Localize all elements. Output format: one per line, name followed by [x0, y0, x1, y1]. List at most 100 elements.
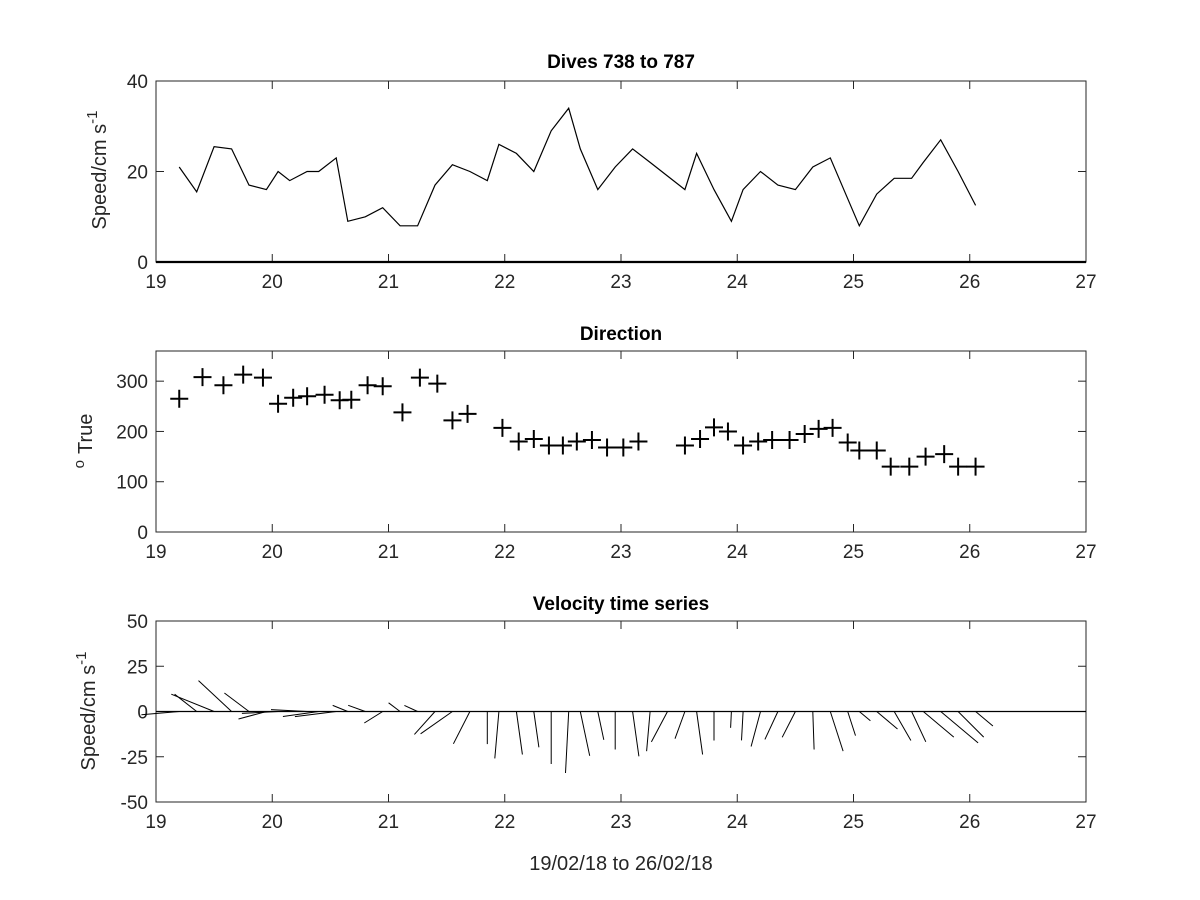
velocity-chart-stick — [141, 711, 180, 716]
velocity-chart-stick — [730, 711, 732, 728]
direction-chart-ylabel-prefix: o — [71, 460, 88, 468]
direction-chart-point — [269, 394, 288, 413]
velocity-chart-stick — [893, 711, 912, 741]
velocity-chart-stick — [829, 711, 844, 752]
speed-chart-ylabel: Speed/cm s-1 — [84, 111, 111, 230]
velocity-chart-xtick-label: 19 — [145, 812, 166, 833]
direction-chart-ylabel-text: True — [75, 414, 97, 454]
speed-chart-ytick-label: 0 — [137, 253, 148, 274]
velocity-chart-ytick-label: 25 — [127, 657, 148, 678]
direction-chart-point — [614, 438, 633, 457]
direction-chart-point — [567, 432, 586, 451]
direction-chart-point — [838, 433, 857, 452]
speed-chart-xtick-label: 24 — [727, 272, 749, 293]
velocity-chart: Velocity time series Speed/cm s-1 19/02/… — [73, 594, 1097, 875]
velocity-chart-xtick-label: 27 — [1075, 812, 1096, 833]
speed-chart-ylabel-superscript: -1 — [84, 111, 101, 124]
velocity-chart-xtick-label: 20 — [262, 812, 283, 833]
velocity-chart-stick — [388, 702, 401, 712]
velocity-chart-stick — [632, 711, 640, 757]
direction-chart-point — [900, 457, 919, 476]
velocity-chart-stick — [847, 711, 856, 736]
velocity-chart-stick — [348, 704, 366, 712]
direction-chart-point — [935, 445, 954, 464]
velocity-chart-stick — [597, 711, 605, 740]
direction-chart-point — [916, 447, 935, 466]
velocity-chart-stick — [332, 704, 348, 712]
velocity-chart-stick — [515, 711, 523, 755]
velocity-chart-stick — [452, 711, 471, 745]
velocity-chart-stick — [975, 711, 994, 727]
direction-chart-point — [342, 390, 361, 409]
speed-chart-xtick-label: 19 — [145, 272, 166, 293]
direction-chart-xtick-label: 23 — [610, 542, 631, 563]
direction-chart: Direction o True 19 20 21 22 23 24 25 26 27 0 100 20… — [71, 324, 1097, 563]
direction-chart-ytick-label: 100 — [116, 473, 148, 494]
velocity-chart-xtick-label: 22 — [494, 812, 515, 833]
direction-chart-point — [458, 404, 477, 423]
direction-chart-point — [675, 436, 694, 455]
speed-chart-ylabel-text: Speed/cm s — [89, 124, 111, 230]
direction-chart-ytick-label: 0 — [137, 523, 148, 544]
velocity-chart-xtick-label: 21 — [378, 812, 399, 833]
direction-chart-xtick-label: 19 — [145, 542, 166, 563]
direction-chart-point — [214, 376, 233, 395]
direction-chart-point — [393, 403, 412, 422]
speed-chart-xtick-label: 26 — [959, 272, 980, 293]
direction-chart-point — [734, 436, 753, 455]
velocity-chart-stick — [911, 711, 927, 743]
velocity-chart-ylabel: Speed/cm s-1 — [73, 652, 100, 771]
direction-chart-point — [881, 457, 900, 476]
velocity-chart-stick — [781, 711, 796, 738]
direction-chart-point — [253, 368, 272, 387]
direction-chart-xtick-label: 20 — [262, 542, 283, 563]
velocity-chart-xtick-label: 24 — [727, 812, 749, 833]
velocity-chart-ytick-label: -50 — [121, 793, 148, 814]
speed-chart-xtick-label: 22 — [494, 272, 515, 293]
direction-chart-point — [691, 429, 710, 448]
direction-chart-point — [553, 436, 572, 455]
velocity-chart-ytick-label: 50 — [127, 612, 148, 633]
velocity-chart-stick — [764, 711, 779, 740]
direction-chart-point — [705, 418, 723, 437]
velocity-chart-stick — [282, 711, 319, 717]
speed-chart-series-line — [178, 106, 977, 228]
direction-chart-point — [284, 388, 303, 407]
direction-chart-point — [170, 389, 189, 408]
speed-chart-xtick-label: 25 — [843, 272, 864, 293]
velocity-chart-stick — [650, 711, 668, 743]
speed-chart: Dives 738 to 787 Speed/cm s-1 19 20 21 22 23… — [84, 52, 1097, 293]
velocity-chart-xtick-label: 25 — [843, 812, 864, 833]
direction-chart-point — [509, 432, 528, 451]
speed-chart-ytick-label: 40 — [127, 72, 148, 93]
direction-chart-xtick-label: 25 — [843, 542, 864, 563]
velocity-chart-stick — [696, 711, 704, 755]
velocity-chart-xtick-label: 23 — [610, 812, 631, 833]
speed-chart-xtick-label: 21 — [378, 272, 399, 293]
velocity-chart-stick — [364, 711, 383, 724]
direction-chart-point — [763, 430, 782, 449]
velocity-chart-stick — [404, 704, 418, 712]
velocity-chart-stick — [414, 711, 436, 735]
velocity-chart-stick — [741, 711, 744, 741]
direction-chart-point — [443, 411, 462, 430]
velocity-chart-stick — [579, 711, 591, 756]
velocity-chart-stick — [198, 680, 232, 712]
direction-chart-point — [809, 419, 828, 438]
velocity-chart-stick — [674, 711, 686, 739]
speed-chart-axes — [155, 80, 1087, 263]
velocity-chart-ylabel-text: Speed/cm s — [78, 665, 100, 771]
direction-chart-point — [524, 429, 543, 448]
velocity-chart-stick — [171, 693, 215, 712]
velocity-chart-ylabel-superscript: -1 — [73, 652, 90, 665]
direction-chart-ytick-label: 300 — [116, 372, 148, 393]
velocity-chart-stick — [646, 711, 651, 752]
direction-chart-point — [493, 418, 512, 437]
velocity-chart-stick — [876, 711, 898, 730]
direction-chart-point — [358, 376, 377, 395]
direction-chart-point — [410, 368, 429, 387]
velocity-chart-stick — [922, 711, 955, 738]
direction-chart-point — [823, 418, 842, 437]
velocity-chart-ytick-label: 0 — [137, 703, 148, 724]
direction-chart-xtick-label: 21 — [378, 542, 399, 563]
